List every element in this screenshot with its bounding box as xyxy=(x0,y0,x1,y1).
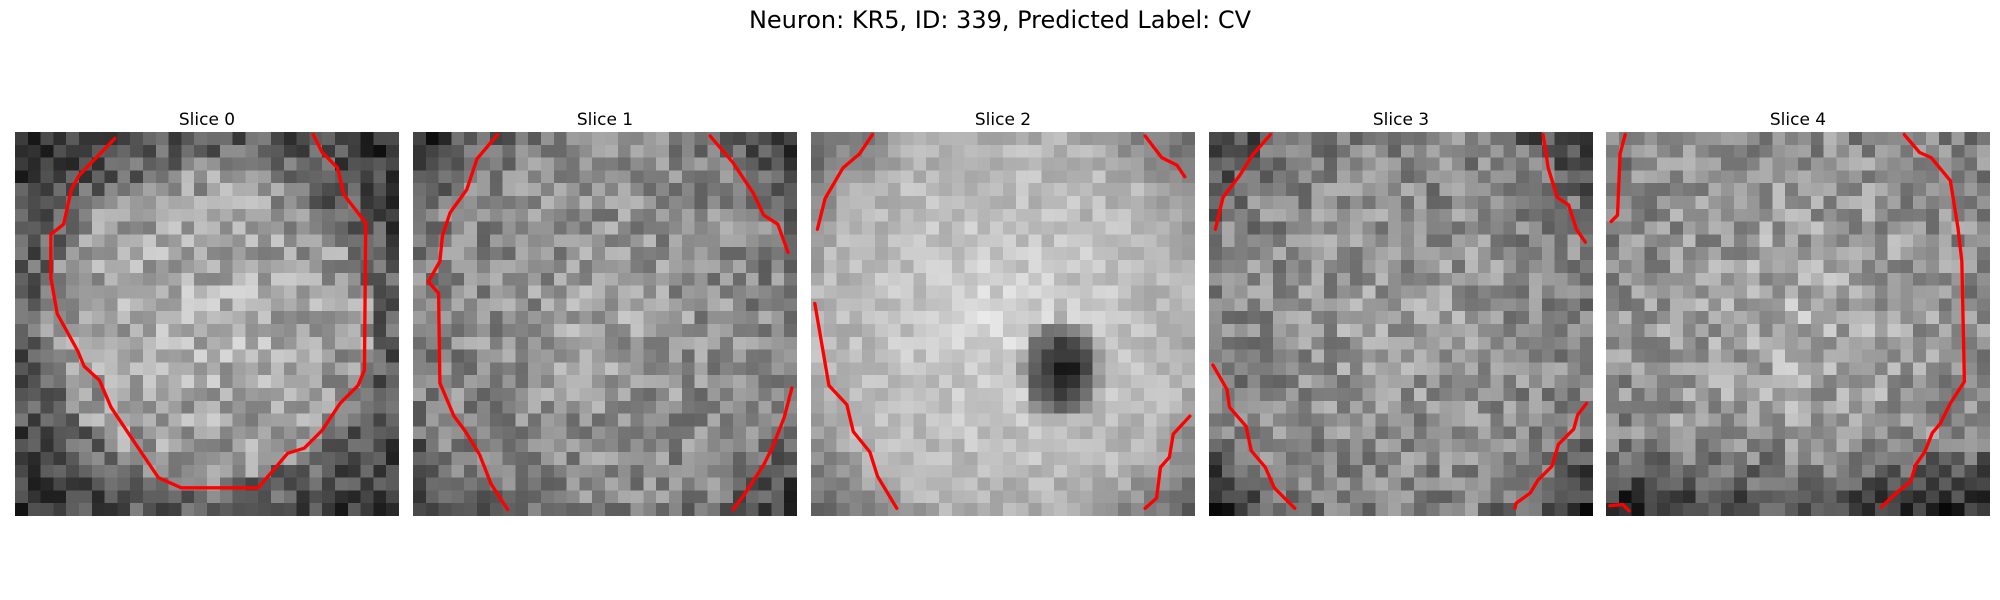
slice-panel-4: Slice 4 xyxy=(1606,108,1990,516)
roi-contour xyxy=(1608,502,1631,513)
slice-contour-overlay xyxy=(49,132,368,490)
roi-contour xyxy=(1609,132,1627,224)
slice-contour-overlay xyxy=(426,132,794,512)
roi-contour xyxy=(813,301,899,510)
roi-contour xyxy=(1213,132,1273,231)
slice-title: Slice 3 xyxy=(1372,110,1430,130)
slice-contour-overlay xyxy=(813,132,1192,510)
roi-contour xyxy=(731,386,794,512)
slice-contour-overlay xyxy=(1608,132,1967,513)
slice-title: Slice 2 xyxy=(974,110,1032,130)
roi-contour xyxy=(1143,414,1192,510)
roi-contour xyxy=(708,134,790,254)
slice-panel-0: Slice 0 xyxy=(15,108,399,516)
roi-contour xyxy=(815,132,875,231)
roi-contour xyxy=(426,132,510,512)
slice-contour-overlay xyxy=(1211,132,1589,510)
slice-title: Slice 4 xyxy=(1769,110,1827,130)
slice-image xyxy=(1209,132,1593,516)
slice-panel-3: Slice 3 xyxy=(1209,108,1593,516)
figure-title: Neuron: KR5, ID: 339, Predicted Label: C… xyxy=(748,6,1252,34)
roi-contour xyxy=(1211,363,1297,510)
roi-contour xyxy=(1541,132,1587,244)
slice-title: Slice 1 xyxy=(576,110,634,130)
slice-panel-2: Slice 2 xyxy=(811,108,1195,516)
roi-contour xyxy=(1879,132,1967,509)
roi-contour xyxy=(1143,134,1187,179)
roi-contour xyxy=(1513,401,1589,510)
slice-image xyxy=(15,132,399,516)
roi-contour xyxy=(49,132,368,490)
slice-panel-1: Slice 1 xyxy=(413,108,797,516)
slice-image xyxy=(811,132,1195,516)
slice-title: Slice 0 xyxy=(178,110,236,130)
